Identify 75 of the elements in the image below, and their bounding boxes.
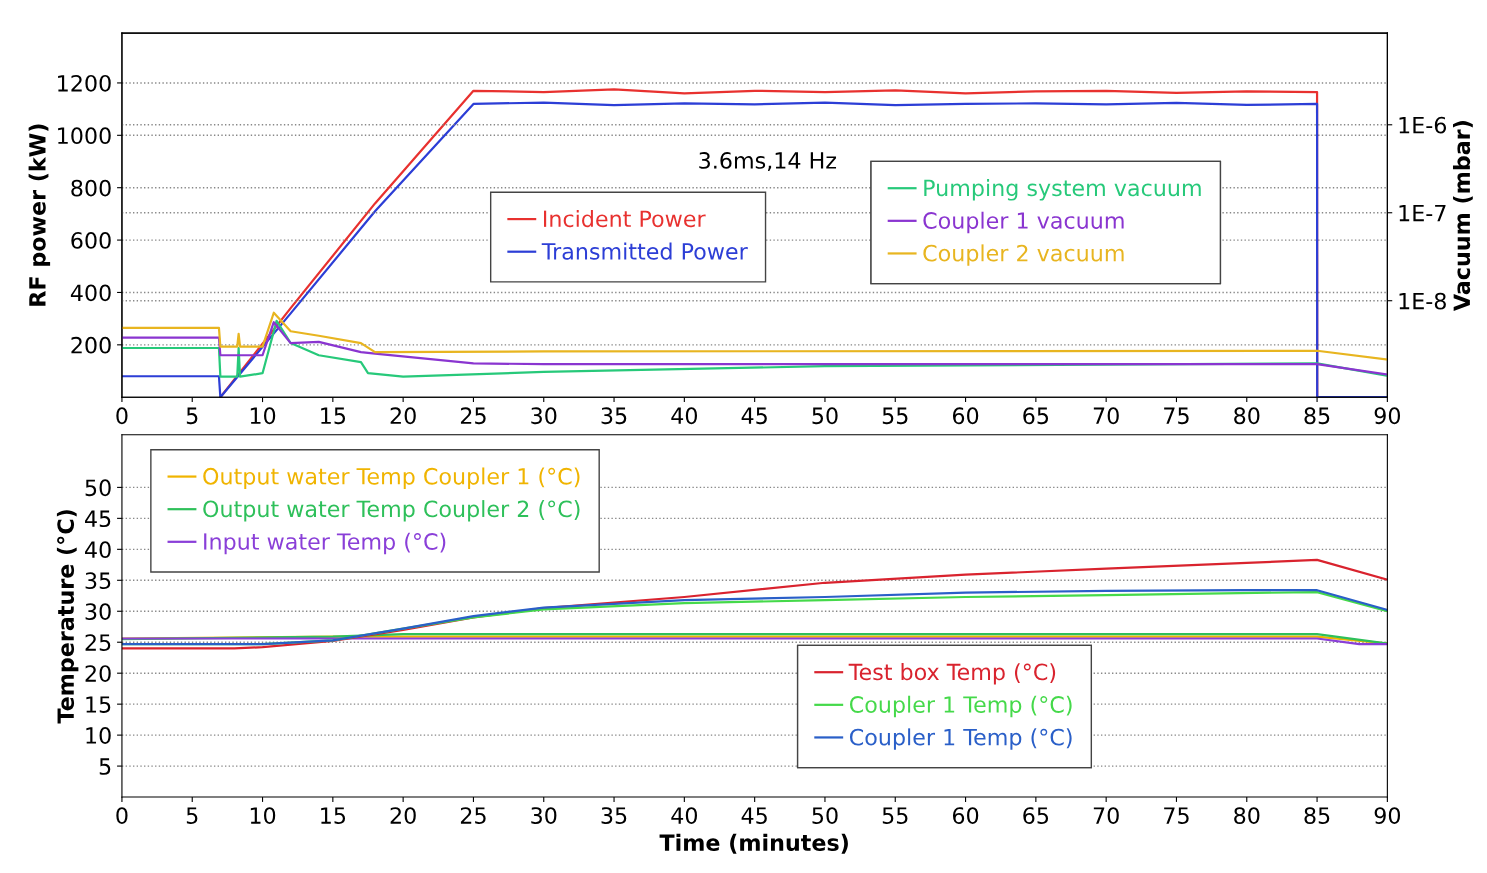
y-tick-label: 400 [70,284,111,302]
legend-label: Output water Temp Coupler 2 (°C) [203,500,580,522]
y-tick-label: 800 [71,179,111,197]
x-tick-label: 35 [601,807,627,824]
x-tick-label: 35 [601,407,627,425]
legend-label: Test box Temp (°C) [848,663,1056,685]
x-tick-label: 15 [321,407,346,425]
y-tick-label: 5 [99,758,111,775]
y-tick-label: 25 [85,634,111,651]
legend-label: Coupler 2 vacuum [923,244,1124,266]
x-tick-label: 65 [1023,407,1049,425]
x-tick-label: 70 [1093,407,1119,425]
legend-label: Incident Power [543,209,706,228]
x-tick-label: 60 [952,807,979,824]
x-tick-label: 40 [671,807,698,824]
x-tick-label: 40 [671,407,698,425]
x-tick-label: 30 [531,807,557,824]
y-tick-label: 30 [85,603,111,621]
legend-label: Coupler 1 Temp (°C) [849,728,1072,750]
x-tick-label: 80 [1234,807,1260,824]
x-tick-label: 5 [186,807,198,824]
x-tick-label: 10 [250,407,276,425]
y2-tick-label: 1E-7 [1399,204,1446,222]
line-series [121,311,1388,361]
y2-tick-label: 1E-6 [1399,116,1447,134]
x-tick-label: 45 [741,407,767,425]
x-tick-label: 50 [812,807,838,824]
x-tick-label: 50 [812,407,838,425]
x-tick-label: 80 [1234,407,1260,425]
x-tick-label: 60 [952,407,979,425]
y-tick-label: 50 [85,479,111,497]
x-tick-label: 20 [390,407,416,425]
y-tick-label: 40 [85,541,111,559]
y-axis-title: RF power (kW) [28,124,51,306]
x-tick-label: 25 [460,407,486,425]
y-tick-label: 1000 [58,127,111,145]
x-tick-label: 10 [250,807,276,824]
x-tick-label: 20 [390,807,416,824]
x-tick-label: 70 [1093,807,1119,824]
legend-label: Coupler 1 Temp (°C) [849,695,1072,718]
x-tick-label: 75 [1164,807,1189,824]
line-series [121,558,1388,650]
annotation: 3.6ms,14 Hz [699,152,837,172]
y-tick-label: 20 [85,665,111,682]
y-axis-title: Temperature (°C) [56,510,79,724]
y-tick-label: 200 [71,336,111,354]
legend-label: Coupler 1 vacuum [923,211,1124,234]
y2-tick-label: 1E-8 [1399,292,1446,310]
legend-label: Output water Temp Coupler 1 (°C) [203,467,580,489]
x-tick-label: 85 [1304,407,1330,425]
x-tick-label: 65 [1023,807,1049,824]
x-axis-title: Time (minutes) [659,833,848,854]
x-tick-label: 30 [531,407,557,425]
x-tick-label: 5 [186,407,198,425]
legend-label: Input water Temp (°C) [204,532,446,555]
x-tick-label: 45 [741,807,767,824]
y-tick-label: 35 [85,572,111,590]
x-tick-label: 0 [116,407,128,425]
x-tick-label: 55 [882,807,908,824]
x-tick-label: 55 [882,407,908,425]
x-tick-label: 25 [460,807,486,824]
x-tick-label: 15 [321,807,346,824]
legend-label: Pumping system vacuum [924,179,1201,201]
x-tick-label: 90 [1374,407,1401,425]
x-tick-label: 75 [1164,407,1189,425]
legend-label: Transmitted Power [541,242,748,260]
x-tick-label: 0 [116,807,128,824]
y-tick-label: 600 [71,232,111,249]
x-tick-label: 90 [1374,807,1401,824]
y-tick-label: 10 [86,727,111,744]
y2-axis-title: Vacuum (mbar) [1452,121,1473,312]
x-tick-label: 85 [1304,807,1330,824]
y-tick-label: 45 [85,510,111,528]
y-tick-label: 15 [86,696,111,713]
y-tick-label: 1200 [58,74,111,92]
